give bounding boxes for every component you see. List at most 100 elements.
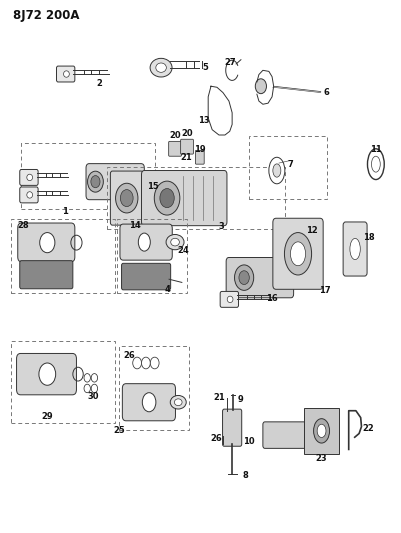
- Circle shape: [154, 181, 179, 215]
- Circle shape: [84, 374, 90, 382]
- Ellipse shape: [27, 192, 32, 198]
- FancyBboxPatch shape: [222, 409, 241, 446]
- Circle shape: [150, 357, 159, 369]
- Text: 22: 22: [361, 424, 373, 433]
- Text: 24: 24: [177, 246, 188, 255]
- Ellipse shape: [166, 235, 184, 250]
- Text: 21: 21: [180, 153, 191, 162]
- Ellipse shape: [268, 157, 284, 184]
- Circle shape: [84, 384, 90, 393]
- Text: 16: 16: [265, 294, 277, 303]
- Circle shape: [132, 357, 141, 369]
- Circle shape: [160, 189, 174, 208]
- FancyBboxPatch shape: [20, 169, 38, 185]
- Text: 13: 13: [198, 116, 209, 125]
- Text: 28: 28: [18, 221, 29, 230]
- Text: 25: 25: [113, 426, 125, 435]
- Ellipse shape: [313, 419, 329, 443]
- Ellipse shape: [40, 232, 55, 253]
- Text: 7: 7: [287, 160, 293, 169]
- FancyBboxPatch shape: [20, 261, 73, 289]
- Text: 27: 27: [223, 58, 235, 67]
- Text: 18: 18: [362, 233, 374, 242]
- FancyBboxPatch shape: [110, 171, 143, 225]
- FancyBboxPatch shape: [121, 263, 170, 290]
- FancyBboxPatch shape: [20, 187, 38, 203]
- Circle shape: [255, 79, 266, 94]
- Text: 26: 26: [210, 434, 221, 443]
- Text: 10: 10: [243, 437, 254, 446]
- FancyBboxPatch shape: [57, 66, 75, 82]
- Ellipse shape: [138, 233, 150, 251]
- Text: 29: 29: [41, 411, 53, 421]
- Text: 19: 19: [194, 146, 205, 155]
- Ellipse shape: [284, 232, 311, 275]
- Text: 5: 5: [202, 63, 207, 72]
- Ellipse shape: [227, 296, 233, 303]
- FancyBboxPatch shape: [220, 292, 238, 308]
- Ellipse shape: [63, 71, 69, 77]
- Circle shape: [91, 384, 97, 393]
- Ellipse shape: [272, 164, 280, 177]
- Ellipse shape: [367, 149, 383, 180]
- Ellipse shape: [27, 174, 32, 181]
- Text: 26: 26: [123, 351, 135, 360]
- Ellipse shape: [174, 399, 182, 406]
- Text: 21: 21: [213, 393, 224, 402]
- FancyBboxPatch shape: [141, 171, 227, 225]
- Text: 2: 2: [96, 79, 102, 88]
- Text: 8: 8: [241, 471, 247, 480]
- FancyBboxPatch shape: [226, 257, 293, 298]
- Text: 20: 20: [181, 129, 192, 138]
- Ellipse shape: [150, 58, 172, 77]
- Text: 4: 4: [164, 285, 170, 294]
- FancyBboxPatch shape: [168, 141, 181, 156]
- FancyBboxPatch shape: [122, 384, 175, 421]
- Circle shape: [120, 190, 133, 207]
- Bar: [21, 143, 155, 209]
- Circle shape: [87, 171, 103, 192]
- FancyBboxPatch shape: [86, 164, 144, 200]
- Circle shape: [91, 175, 100, 188]
- Bar: [11, 341, 115, 423]
- FancyBboxPatch shape: [342, 222, 366, 276]
- Ellipse shape: [170, 395, 186, 409]
- Ellipse shape: [316, 424, 325, 438]
- Circle shape: [234, 265, 253, 290]
- FancyBboxPatch shape: [18, 223, 75, 262]
- Text: 9: 9: [237, 394, 243, 403]
- Bar: [107, 167, 284, 229]
- FancyBboxPatch shape: [16, 353, 76, 395]
- Text: 17: 17: [318, 286, 330, 295]
- FancyBboxPatch shape: [272, 218, 322, 289]
- Text: 8J72 200A: 8J72 200A: [13, 10, 80, 22]
- Text: 6: 6: [323, 88, 329, 97]
- Ellipse shape: [349, 238, 359, 260]
- Text: 12: 12: [305, 226, 317, 235]
- Bar: [248, 136, 326, 199]
- Text: 20: 20: [169, 131, 180, 140]
- Circle shape: [238, 271, 249, 285]
- Circle shape: [91, 374, 97, 382]
- Bar: [119, 346, 188, 430]
- Ellipse shape: [142, 393, 156, 412]
- FancyBboxPatch shape: [195, 150, 204, 164]
- Text: 11: 11: [369, 146, 381, 155]
- Text: 1: 1: [62, 207, 68, 216]
- FancyBboxPatch shape: [180, 139, 193, 154]
- FancyBboxPatch shape: [262, 422, 306, 448]
- Ellipse shape: [170, 238, 179, 246]
- Text: 14: 14: [129, 221, 141, 230]
- Ellipse shape: [371, 156, 379, 172]
- Text: 30: 30: [87, 392, 99, 401]
- Bar: [11, 219, 115, 293]
- Text: 3: 3: [218, 222, 223, 231]
- Text: 15: 15: [147, 182, 158, 191]
- Bar: [117, 219, 186, 293]
- FancyBboxPatch shape: [119, 224, 172, 260]
- Ellipse shape: [39, 363, 56, 385]
- Circle shape: [141, 357, 150, 369]
- Ellipse shape: [156, 63, 166, 72]
- FancyBboxPatch shape: [304, 408, 338, 454]
- Ellipse shape: [290, 242, 305, 266]
